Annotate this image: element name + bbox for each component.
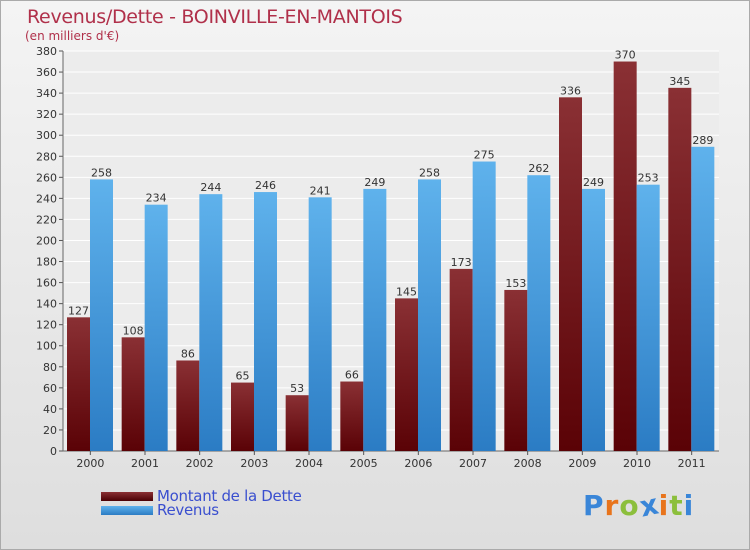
chart-subtitle: (en milliers d'€) — [25, 29, 120, 43]
x-tick-label: 2008 — [514, 457, 542, 470]
plot-area — [63, 51, 719, 451]
logo-letter: r — [604, 489, 620, 522]
data-label-debt: 53 — [290, 382, 304, 395]
bar-revenus — [418, 179, 441, 451]
y-tick-label: 100 — [36, 340, 57, 353]
bar-revenus — [472, 161, 496, 452]
legend-label-debt: Montant de la Dette — [157, 487, 302, 505]
legend-label-revenus: Revenus — [157, 501, 219, 519]
data-label-revenus: 249 — [364, 176, 385, 189]
bar-revenus — [254, 192, 277, 452]
x-tick-label: 2000 — [76, 457, 104, 470]
data-label-revenus: 249 — [583, 176, 604, 189]
data-label-debt: 173 — [451, 256, 472, 269]
y-tick-label: 360 — [36, 66, 57, 79]
logo-letter: P — [583, 489, 605, 522]
data-label-revenus: 258 — [419, 166, 440, 179]
bar-debt — [340, 381, 364, 451]
y-tick-label: 140 — [36, 298, 57, 311]
data-label-revenus: 262 — [528, 162, 549, 175]
bar-debt — [449, 268, 473, 451]
chart-title: Revenus/Dette - BOINVILLE-EN-MANTOIS — [27, 6, 403, 28]
y-tick-label: 160 — [36, 277, 57, 290]
data-label-debt: 345 — [669, 75, 690, 88]
legend-swatch-debt — [101, 492, 153, 501]
logo-letter: o — [619, 489, 640, 522]
bar-debt — [285, 395, 309, 451]
proxiti-logo: Proxiti — [583, 487, 695, 523]
x-tick-label: 2010 — [623, 457, 651, 470]
bar-debt — [231, 382, 254, 451]
data-label-revenus: 241 — [310, 184, 331, 197]
x-tick-label: 2004 — [295, 457, 323, 470]
bar-revenus — [363, 188, 387, 452]
logo-letter: i — [683, 489, 695, 522]
y-tick-label: 180 — [36, 256, 57, 269]
y-tick-label: 220 — [36, 213, 57, 226]
data-label-debt: 86 — [181, 347, 195, 360]
data-label-debt: 153 — [505, 277, 526, 290]
y-tick-label: 300 — [36, 129, 57, 142]
logo-letter: i — [658, 489, 670, 522]
y-tick-label: 260 — [36, 171, 57, 184]
x-tick-label: 2006 — [404, 457, 432, 470]
bar-revenus — [691, 146, 715, 451]
data-label-revenus: 244 — [200, 181, 221, 194]
data-label-debt: 336 — [560, 84, 581, 97]
data-label-revenus: 234 — [146, 192, 167, 205]
x-tick-label: 2007 — [459, 457, 487, 470]
data-label-debt: 66 — [345, 369, 359, 382]
x-tick-label: 2009 — [568, 457, 596, 470]
y-tick-label: 0 — [50, 445, 57, 458]
y-tick-label: 280 — [36, 150, 57, 163]
data-label-debt: 108 — [123, 324, 144, 337]
bar-revenus — [527, 175, 551, 452]
x-tick-label: 2011 — [678, 457, 706, 470]
bar-debt — [613, 61, 637, 452]
bar-debt — [121, 337, 145, 451]
y-tick-label: 40 — [43, 403, 57, 416]
bar-revenus — [308, 197, 332, 451]
data-label-revenus: 246 — [255, 179, 276, 192]
data-label-revenus: 275 — [474, 149, 495, 162]
bar-revenus — [199, 194, 223, 451]
data-label-debt: 65 — [236, 370, 250, 383]
bar-debt — [504, 289, 528, 451]
y-tick-label: 120 — [36, 319, 57, 332]
bar-revenus — [582, 188, 605, 452]
data-label-debt: 145 — [396, 285, 417, 298]
y-tick-label: 340 — [36, 87, 57, 100]
bar-debt — [176, 360, 200, 451]
logo-letter: t — [669, 489, 684, 522]
y-tick-label: 240 — [36, 192, 57, 205]
y-tick-label: 200 — [36, 234, 57, 247]
data-label-revenus: 289 — [692, 134, 713, 147]
legend-swatch-revenus — [101, 506, 153, 515]
data-label-revenus: 258 — [91, 166, 112, 179]
bar-revenus — [90, 179, 113, 451]
x-tick-label: 2003 — [240, 457, 268, 470]
bar-debt — [395, 298, 418, 451]
x-tick-label: 2002 — [186, 457, 214, 470]
data-label-debt: 370 — [615, 49, 636, 62]
bar-debt — [559, 97, 582, 451]
x-tick-label: 2005 — [350, 457, 378, 470]
bar-revenus — [144, 204, 168, 451]
y-tick-label: 60 — [43, 382, 57, 395]
bar-debt — [668, 87, 692, 451]
data-label-debt: 127 — [68, 304, 89, 317]
y-tick-label: 80 — [43, 361, 57, 374]
bar-revenus — [636, 184, 660, 451]
bar-debt — [67, 317, 90, 451]
x-tick-label: 2001 — [131, 457, 159, 470]
y-tick-label: 380 — [36, 45, 57, 58]
data-label-revenus: 253 — [638, 172, 659, 185]
y-tick-label: 20 — [43, 424, 57, 437]
y-tick-label: 320 — [36, 108, 57, 121]
